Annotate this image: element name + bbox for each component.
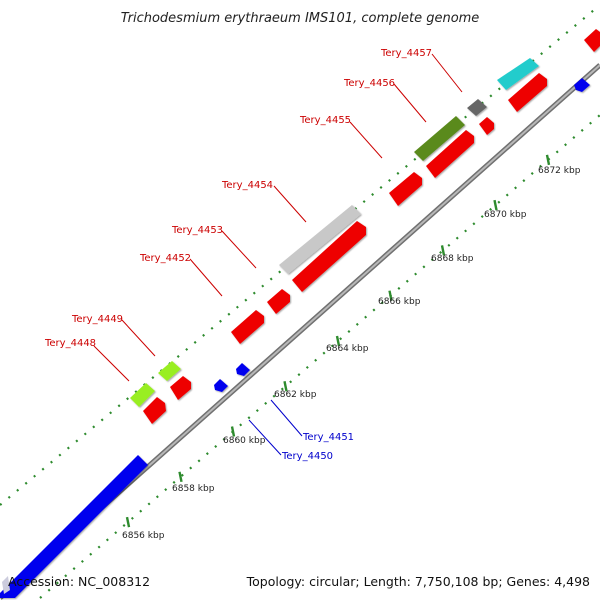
gene-feature xyxy=(389,172,422,206)
tick-label: 6860 kbp xyxy=(223,436,266,446)
accession-text: Accession: NC_008312 xyxy=(8,574,150,589)
gene-feature xyxy=(467,99,487,116)
gene-label: Tery_4450 xyxy=(281,451,333,462)
inner-dotted-ruler xyxy=(39,114,600,599)
major-tick-mark xyxy=(230,426,236,437)
gene-feature xyxy=(508,73,547,112)
tick-marks xyxy=(125,154,551,528)
gene-label: Tery_4452 xyxy=(139,253,191,264)
gene-feature xyxy=(414,116,465,161)
gene-feature xyxy=(279,205,361,274)
gene-feature xyxy=(426,130,474,178)
major-tick-mark xyxy=(545,154,551,166)
gene-feature xyxy=(574,78,590,92)
gene-labels: Tery_4448 Tery_4449 Tery_4452 Tery_4453 … xyxy=(44,48,432,462)
gene-feature xyxy=(130,383,155,407)
gene-feature xyxy=(143,397,166,424)
major-tick-mark xyxy=(178,471,183,483)
major-tick-mark xyxy=(440,245,446,256)
gene-feature xyxy=(584,29,600,52)
tick-label: 6870 kbp xyxy=(484,210,527,220)
major-tick-mark xyxy=(125,516,131,528)
forward-strand-genes xyxy=(143,29,600,424)
reverse-strand-genes xyxy=(0,78,590,598)
major-tick-mark xyxy=(283,381,288,392)
major-tick-mark xyxy=(493,199,498,211)
other-features xyxy=(130,58,539,407)
gene-feature xyxy=(0,455,148,598)
gene-feature xyxy=(231,310,264,344)
tick-label: 6864 kbp xyxy=(326,344,369,354)
gene-feature xyxy=(236,363,250,376)
gene-label: Tery_4451 xyxy=(302,432,354,443)
gene-feature xyxy=(158,361,181,381)
gene-label: Tery_4449 xyxy=(71,314,123,325)
label-leader-lines xyxy=(93,53,463,456)
genome-summary-text: Topology: circular; Length: 7,750,108 bp… xyxy=(246,574,590,589)
tick-labels: 6856 kbp 6858 kbp 6860 kbp 6862 kbp 6864… xyxy=(122,166,581,541)
gene-label: Tery_4455 xyxy=(299,115,351,126)
gene-label: Tery_4453 xyxy=(171,225,223,236)
gene-feature xyxy=(497,58,539,90)
gene-feature xyxy=(214,379,228,392)
outer-dotted-ruler xyxy=(0,4,600,506)
tick-label: 6868 kbp xyxy=(431,254,474,264)
major-tick-mark xyxy=(335,335,341,347)
major-tick-mark xyxy=(388,290,393,301)
gene-feature xyxy=(292,221,366,292)
map-title: Trichodesmium erythraeum IMS101, complet… xyxy=(121,11,480,26)
gene-label: Tery_4448 xyxy=(44,338,96,349)
tick-label: 6858 kbp xyxy=(172,484,215,494)
gene-feature xyxy=(170,376,191,400)
gene-feature xyxy=(479,117,494,135)
gene-label: Tery_4456 xyxy=(343,78,395,89)
gene-feature xyxy=(2,576,10,594)
gene-label: Tery_4457 xyxy=(380,48,432,59)
tick-label: 6866 kbp xyxy=(378,297,421,307)
tick-label: 6872 kbp xyxy=(538,166,581,176)
tick-label: 6862 kbp xyxy=(274,390,317,400)
gene-label: Tery_4454 xyxy=(221,180,273,191)
tick-label: 6856 kbp xyxy=(122,531,165,541)
gene-feature xyxy=(267,289,290,314)
